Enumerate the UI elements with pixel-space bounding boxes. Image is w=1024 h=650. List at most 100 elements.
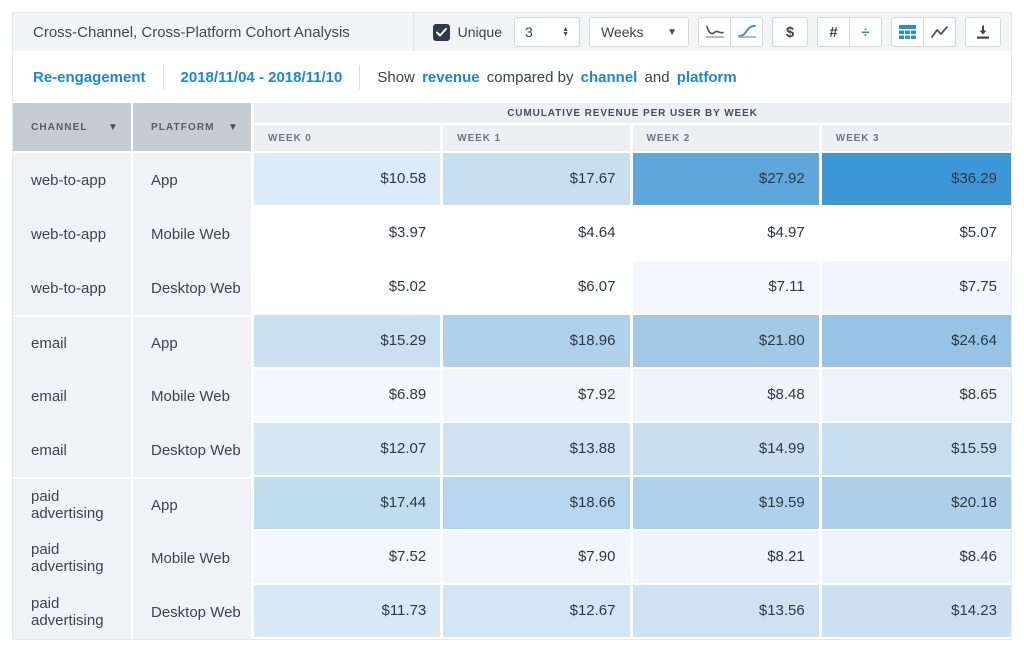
cohort-analysis-panel: Cross-Channel, Cross-Platform Cohort Ana… bbox=[12, 12, 1012, 640]
line-chart-icon bbox=[930, 26, 948, 38]
divide-icon: ÷ bbox=[861, 23, 870, 41]
channel-cell: paid advertising bbox=[13, 585, 133, 639]
stepper-arrows-icon[interactable]: ▲ ▼ bbox=[562, 26, 569, 38]
unique-toggle[interactable]: Unique bbox=[432, 23, 502, 41]
revenue-format-button[interactable]: $ bbox=[772, 17, 808, 47]
date-range-link[interactable]: 2018/11/04 - 2018/11/10 bbox=[180, 68, 343, 86]
checkmark-icon bbox=[435, 27, 447, 36]
chart-view-button[interactable] bbox=[923, 17, 956, 47]
absolute-number-button[interactable]: # bbox=[817, 17, 850, 47]
group-header: CUMULATIVE REVENUE PER USER BY WEEK bbox=[254, 103, 1011, 125]
metric-link[interactable]: revenue bbox=[422, 68, 480, 86]
revenue-cell: $18.96 bbox=[443, 315, 633, 369]
interval-stepper[interactable]: 3 ▲ ▼ bbox=[514, 17, 580, 47]
platform-cell: App bbox=[133, 153, 254, 207]
revenue-cell: $13.56 bbox=[632, 585, 822, 639]
revenue-cell: $6.89 bbox=[254, 369, 444, 423]
toolbar: Unique 3 ▲ ▼ Weeks ▼ $ bbox=[414, 13, 1011, 51]
cumulative-curve-icon bbox=[737, 24, 756, 38]
download-icon bbox=[977, 25, 989, 39]
unique-checkbox[interactable] bbox=[432, 23, 450, 41]
platform-header-label: PLATFORM bbox=[151, 121, 215, 133]
show-word: Show bbox=[377, 68, 415, 86]
platform-cell: Mobile Web bbox=[133, 207, 254, 261]
dimension1-link[interactable]: channel bbox=[580, 68, 638, 86]
platform-cell: Desktop Web bbox=[133, 585, 254, 639]
and-word: and bbox=[644, 68, 670, 86]
revenue-cell: $17.67 bbox=[443, 153, 633, 207]
filter-divider bbox=[162, 65, 164, 89]
week-2-header: WEEK 2 bbox=[632, 125, 822, 153]
revenue-cell: $4.64 bbox=[443, 207, 633, 261]
revenue-cell: $14.99 bbox=[632, 423, 822, 477]
channel-column-header[interactable]: CHANNEL ▼ bbox=[13, 103, 133, 153]
platform-column-header[interactable]: PLATFORM ▼ bbox=[133, 103, 254, 153]
table-icon bbox=[899, 25, 916, 39]
filter-bar: Re-engagement 2018/11/04 - 2018/11/10 Sh… bbox=[13, 51, 1011, 103]
revenue-cell: $17.44 bbox=[254, 477, 444, 531]
revenue-cell: $7.75 bbox=[821, 261, 1011, 315]
revenue-cell: $13.88 bbox=[443, 423, 633, 477]
chevron-down-icon: ▼ bbox=[667, 26, 677, 38]
channel-cell: paid advertising bbox=[13, 477, 133, 531]
sort-caret-icon: ▼ bbox=[228, 121, 239, 133]
platform-cell: Desktop Web bbox=[133, 261, 254, 315]
dimension2-link[interactable]: platform bbox=[676, 68, 737, 86]
query-sentence: Show revenue compared by channel and pla… bbox=[377, 69, 739, 86]
titlebar-divider bbox=[413, 13, 414, 51]
table-view-button[interactable] bbox=[891, 17, 924, 47]
interval-value: 3 bbox=[525, 24, 533, 40]
revenue-cell: $36.29 bbox=[821, 153, 1011, 207]
revenue-cell: $8.48 bbox=[632, 369, 822, 423]
page-title: Cross-Channel, Cross-Platform Cohort Ana… bbox=[33, 23, 350, 41]
platform-cell: App bbox=[133, 315, 254, 369]
revenue-cell: $10.58 bbox=[254, 153, 444, 207]
revenue-cell: $7.52 bbox=[254, 531, 444, 585]
revenue-cell: $24.64 bbox=[821, 315, 1011, 369]
revenue-cell: $18.66 bbox=[443, 477, 633, 531]
revenue-cell: $12.07 bbox=[254, 423, 444, 477]
channel-header-label: CHANNEL bbox=[31, 121, 88, 133]
cohort-link[interactable]: Re-engagement bbox=[33, 68, 146, 86]
retention-curve-button[interactable] bbox=[698, 17, 731, 47]
granularity-dropdown[interactable]: Weeks ▼ bbox=[589, 17, 689, 47]
revenue-cell: $8.21 bbox=[632, 531, 822, 585]
revenue-cell: $7.90 bbox=[443, 531, 633, 585]
channel-cell: email bbox=[13, 369, 133, 423]
revenue-cell: $15.29 bbox=[254, 315, 444, 369]
revenue-cell: $11.73 bbox=[254, 585, 444, 639]
platform-cell: Mobile Web bbox=[133, 369, 254, 423]
channel-cell: web-to-app bbox=[13, 153, 133, 207]
revenue-cell: $4.97 bbox=[632, 207, 822, 261]
revenue-cell: $7.92 bbox=[443, 369, 633, 423]
channel-cell: email bbox=[13, 315, 133, 369]
week-0-header: WEEK 0 bbox=[254, 125, 444, 153]
cumulative-curve-button[interactable] bbox=[730, 17, 763, 47]
revenue-cell: $5.07 bbox=[821, 207, 1011, 261]
revenue-cell: $14.23 bbox=[821, 585, 1011, 639]
unique-label: Unique bbox=[457, 24, 502, 40]
cohort-table: CHANNEL ▼ PLATFORM ▼ CUMULATIVE REVENUE … bbox=[13, 103, 1011, 639]
revenue-cell: $8.46 bbox=[821, 531, 1011, 585]
retention-curve-icon bbox=[705, 25, 724, 38]
revenue-cell: $8.65 bbox=[821, 369, 1011, 423]
sort-caret-icon: ▼ bbox=[108, 121, 119, 133]
hash-icon: # bbox=[829, 23, 838, 41]
revenue-cell: $7.11 bbox=[632, 261, 822, 315]
platform-cell: App bbox=[133, 477, 254, 531]
per-user-button[interactable]: ÷ bbox=[849, 17, 882, 47]
platform-cell: Mobile Web bbox=[133, 531, 254, 585]
title-bar: Cross-Channel, Cross-Platform Cohort Ana… bbox=[13, 13, 1011, 51]
compared-by-word: compared by bbox=[486, 68, 574, 86]
granularity-value: Weeks bbox=[601, 24, 644, 40]
channel-cell: paid advertising bbox=[13, 531, 133, 585]
revenue-cell: $27.92 bbox=[632, 153, 822, 207]
revenue-cell: $19.59 bbox=[632, 477, 822, 531]
filter-divider bbox=[359, 65, 361, 89]
revenue-cell: $5.02 bbox=[254, 261, 444, 315]
export-button[interactable] bbox=[965, 17, 1001, 47]
platform-cell: Desktop Web bbox=[133, 423, 254, 477]
revenue-cell: $6.07 bbox=[443, 261, 633, 315]
curve-type-group bbox=[698, 17, 763, 47]
channel-cell: web-to-app bbox=[13, 207, 133, 261]
